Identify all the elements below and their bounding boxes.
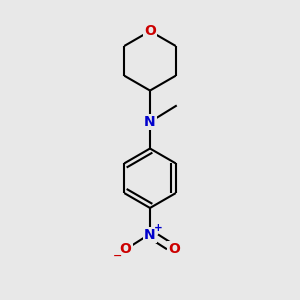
Text: N: N [144, 228, 156, 242]
Text: +: + [154, 223, 163, 233]
Text: −: − [112, 250, 122, 260]
Text: O: O [168, 242, 180, 256]
Text: N: N [144, 115, 156, 129]
Text: O: O [120, 242, 132, 256]
Text: O: O [144, 24, 156, 38]
